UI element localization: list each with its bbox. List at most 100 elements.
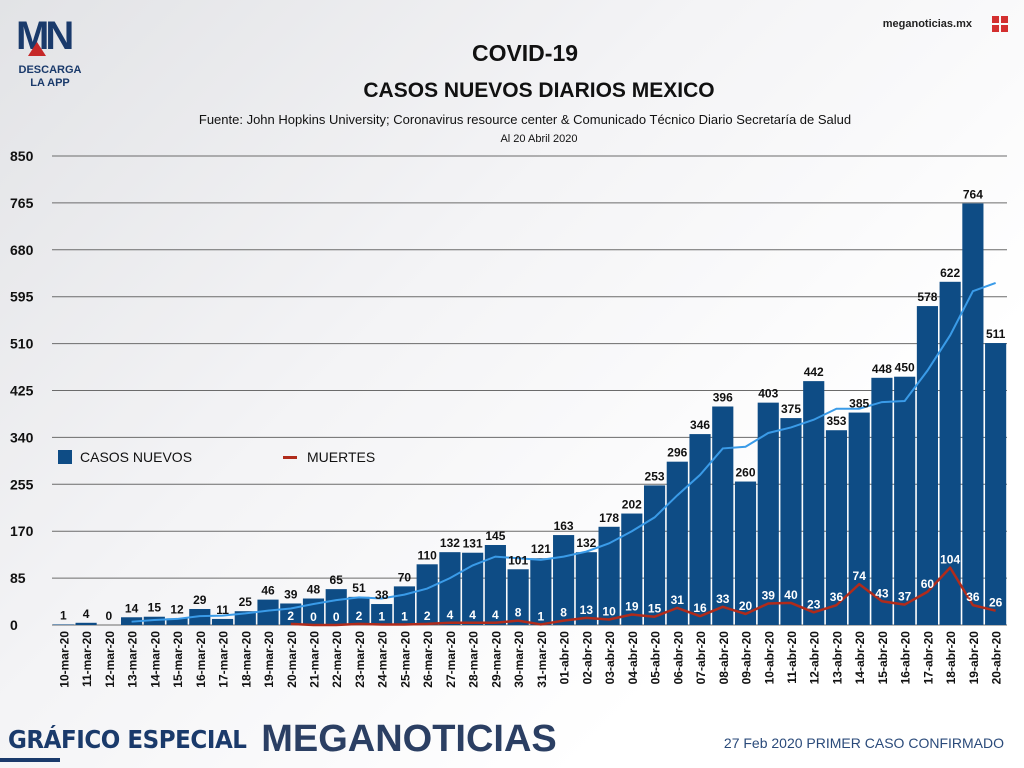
x-tick-label: 18-abr-20: [944, 631, 958, 685]
x-tick-label: 12-abr-20: [808, 631, 822, 685]
bar-value-label: 29: [193, 593, 207, 607]
bar: [348, 596, 370, 625]
deaths-value-label: 33: [716, 592, 730, 606]
bar-value-label: 622: [940, 266, 960, 280]
logo-red-triangle: [28, 42, 46, 56]
bar-value-label: 296: [667, 446, 687, 460]
bar-value-label: 385: [849, 397, 869, 411]
x-tick-label: 03-abr-20: [603, 631, 617, 685]
x-tick-label: 23-mar-20: [353, 631, 367, 688]
deaths-value-label: 4: [492, 608, 499, 622]
bar-value-label: 101: [508, 553, 528, 567]
bar-value-label: 253: [645, 469, 665, 483]
deaths-value-label: 1: [401, 609, 408, 623]
x-tick-label: 19-abr-20: [967, 631, 981, 685]
deaths-value-label: 26: [989, 596, 1003, 610]
x-tick-label: 10-abr-20: [762, 631, 776, 685]
deaths-value-label: 2: [287, 609, 294, 623]
bar: [757, 402, 779, 625]
grid-icon: [992, 16, 1008, 32]
footer-meganoticias: MEGANOTICIAS: [261, 718, 557, 760]
x-tick-label: 11-abr-20: [785, 631, 799, 684]
bar-value-label: 39: [284, 587, 298, 601]
x-tick-label: 14-mar-20: [148, 631, 162, 688]
bar-value-label: 375: [781, 402, 801, 416]
deaths-value-label: 2: [356, 609, 363, 623]
deaths-value-label: 16: [693, 601, 707, 615]
deaths-value-label: 2: [424, 609, 431, 623]
deaths-value-label: 0: [310, 610, 317, 624]
bar-value-label: 70: [398, 570, 412, 584]
deaths-value-label: 15: [648, 602, 662, 616]
chart-date-note: Al 20 Abril 2020: [500, 133, 578, 145]
x-tick-label: 15-mar-20: [171, 631, 185, 688]
x-tick-label: 12-mar-20: [103, 631, 117, 688]
deaths-value-label: 4: [447, 608, 454, 622]
bar-value-label: 353: [826, 414, 846, 428]
bar-value-label: 65: [330, 573, 344, 587]
bar: [666, 461, 688, 625]
x-tick-label: 01-abr-20: [558, 631, 572, 685]
bar-value-label: 4: [83, 607, 90, 621]
bar-value-label: 12: [170, 602, 184, 616]
x-tick-label: 19-mar-20: [262, 631, 276, 688]
bar: [712, 406, 734, 625]
bar: [52, 624, 74, 625]
deaths-value-label: 60: [921, 577, 935, 591]
footer-first-case: 27 Feb 2020 PRIMER CASO CONFIRMADO: [723, 735, 1004, 751]
deaths-value-label: 43: [875, 586, 889, 600]
chart-title: COVID-19: [471, 40, 579, 66]
x-tick-label: 09-abr-20: [740, 631, 754, 685]
logo-download-app[interactable]: DESCARGA LA APP: [18, 64, 82, 89]
deaths-value-label: 36: [830, 590, 844, 604]
bar: [871, 377, 893, 625]
bar-value-label: 178: [599, 511, 619, 525]
bar: [416, 564, 438, 625]
x-tick-label: 02-abr-20: [580, 631, 594, 685]
bar-value-label: 38: [375, 588, 389, 602]
bar: [325, 589, 347, 625]
bar-value-label: 163: [554, 519, 574, 533]
legend-cases-swatch: [58, 450, 72, 464]
bar: [371, 604, 393, 625]
x-tick-label: 22-mar-20: [330, 631, 344, 688]
bar: [575, 552, 597, 625]
x-tick-label: 20-abr-20: [990, 631, 1004, 685]
legend-cases: CASOS NUEVOS: [58, 449, 192, 465]
footer-underline: [0, 758, 60, 762]
x-tick-label: 05-abr-20: [649, 631, 663, 685]
bar-value-label: 51: [352, 581, 366, 595]
chart-subtitle: CASOS NUEVOS DIARIOS MEXICO: [363, 79, 715, 102]
deaths-value-label: 0: [333, 610, 340, 624]
bar: [462, 552, 484, 625]
bar: [598, 526, 620, 625]
x-tick-label: 20-mar-20: [285, 631, 299, 688]
bar: [803, 381, 825, 625]
deaths-line: [290, 566, 996, 627]
x-tick-label: 30-mar-20: [512, 631, 526, 688]
x-tick-label: 13-abr-20: [830, 631, 844, 685]
legend-cases-label: CASOS NUEVOS: [80, 449, 193, 465]
deaths-value-label: 104: [940, 553, 960, 567]
x-tick-label: 15-abr-20: [876, 631, 890, 685]
x-tick-label: 11-mar-20: [80, 631, 94, 687]
x-tick-label: 27-mar-20: [444, 631, 458, 688]
bar-value-label: 202: [622, 498, 642, 512]
bar: [825, 430, 848, 625]
bar: [689, 434, 711, 625]
bar-value-label: 396: [713, 391, 733, 405]
bar: [507, 569, 529, 625]
y-tick-label: 340: [10, 429, 34, 445]
bar: [985, 343, 1007, 625]
x-tick-label: 28-mar-20: [467, 631, 481, 688]
chart-source: Fuente: John Hopkins University; Coronav…: [198, 112, 852, 127]
deaths-value-label: 19: [625, 600, 639, 614]
site-url[interactable]: meganoticias.mx: [882, 18, 972, 30]
y-tick-label: 595: [10, 289, 34, 305]
bar: [734, 481, 757, 625]
bar-value-label: 11: [216, 603, 229, 617]
legend-deaths-label: MUERTES: [307, 449, 376, 465]
deaths-value-label: 20: [739, 599, 753, 613]
bar: [848, 412, 870, 625]
bar-value-label: 145: [485, 529, 505, 543]
